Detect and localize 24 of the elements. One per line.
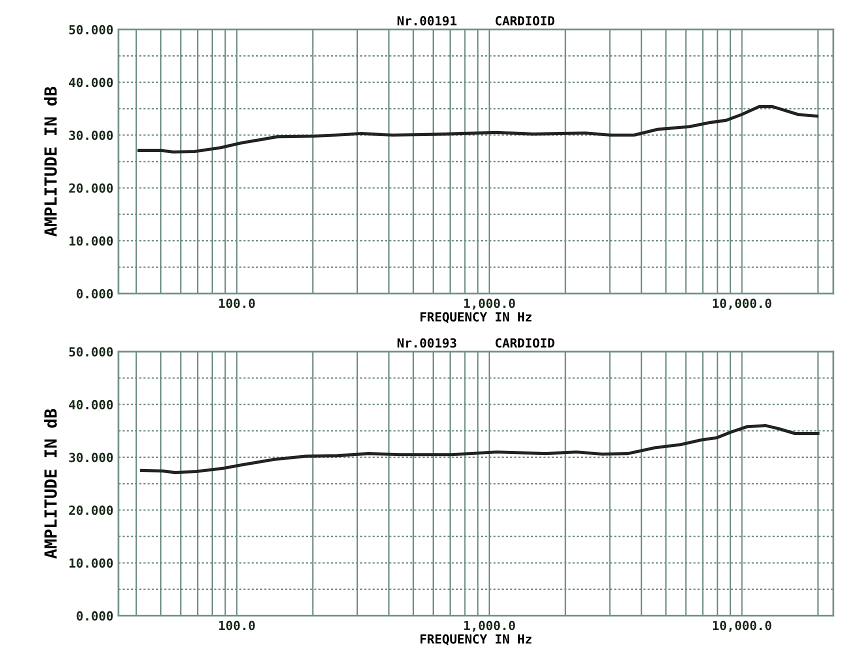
chart-title: Nr.00193 CARDIOID bbox=[398, 338, 554, 348]
y-tick-label: 50.000 bbox=[69, 24, 113, 34]
x-tick-label: 1,000.0 bbox=[464, 298, 515, 310]
x-tick-label: 100.0 bbox=[219, 298, 255, 308]
y-tick-label: 20.000 bbox=[69, 183, 113, 193]
y-tick-label: 40.000 bbox=[69, 400, 113, 410]
y-tick-label: 0.000 bbox=[76, 611, 113, 621]
x-tick-label: 10,000.0 bbox=[712, 620, 772, 632]
x-axis-title: FREQUENCY IN Hz bbox=[420, 312, 532, 324]
y-tick-label: 30.000 bbox=[69, 452, 113, 462]
chart-title: Nr.00191 CARDIOID bbox=[398, 16, 554, 26]
y-tick-label: 30.000 bbox=[69, 130, 113, 140]
x-tick-label: 10,000.0 bbox=[712, 298, 772, 310]
x-axis-title: FREQUENCY IN Hz bbox=[420, 634, 532, 646]
y-tick-label: 40.000 bbox=[69, 78, 113, 88]
y-tick-label: 20.000 bbox=[69, 506, 113, 515]
y-tick-label: 10.000 bbox=[70, 558, 113, 568]
y-axis-title: AMPLITUDE IN dB bbox=[44, 86, 57, 236]
x-tick-label: 100.0 bbox=[219, 620, 255, 630]
x-tick-label: 1,000.0 bbox=[464, 620, 515, 632]
y-tick-label: 50.000 bbox=[69, 347, 113, 357]
y-tick-label: 0.000 bbox=[76, 289, 113, 298]
y-tick-label: 10.000 bbox=[70, 236, 113, 246]
y-axis-title: AMPLITUDE IN dB bbox=[44, 409, 57, 559]
